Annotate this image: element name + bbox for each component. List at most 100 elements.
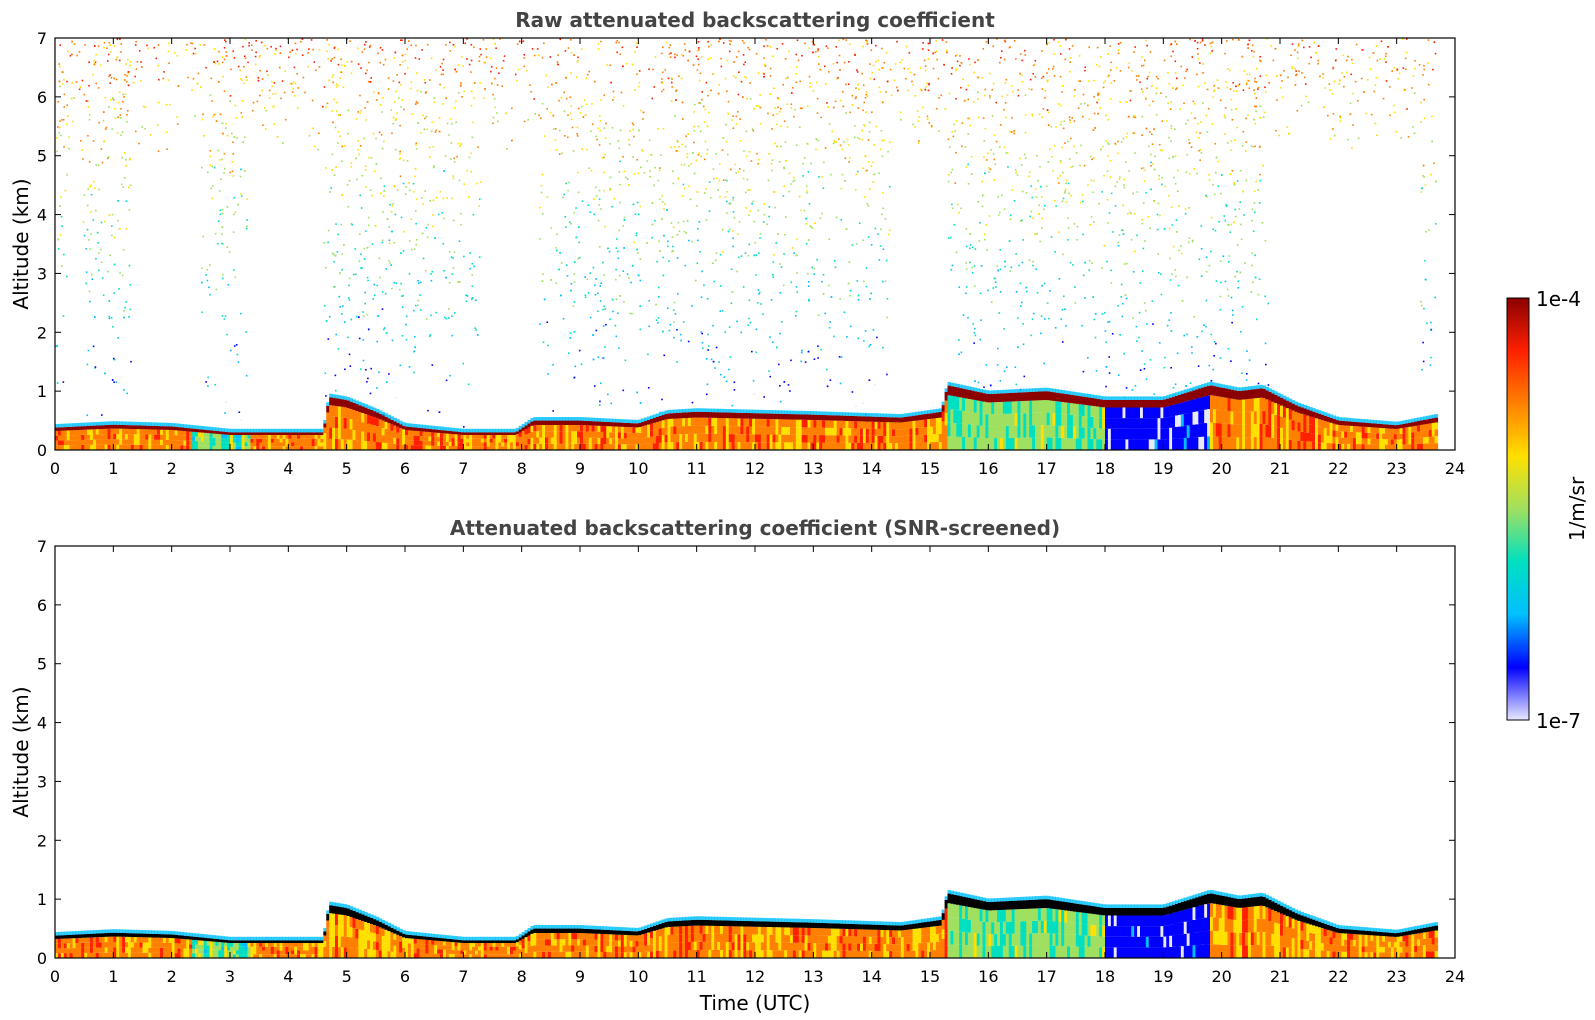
raw-noise-dot bbox=[925, 86, 927, 88]
raw-bl-cell bbox=[466, 442, 470, 447]
raw-noise-dot bbox=[609, 189, 611, 191]
raw-noise-dot bbox=[676, 233, 679, 236]
raw-noise-dot bbox=[1236, 126, 1238, 129]
raw-noise-dot bbox=[869, 63, 871, 65]
raw-noise-dot bbox=[1107, 53, 1109, 55]
raw-noise-dot bbox=[801, 349, 803, 352]
raw-bl-cell bbox=[110, 444, 114, 450]
raw-noise-dot bbox=[1140, 88, 1143, 90]
raw-noise-dot bbox=[1191, 240, 1194, 243]
raw-noise-dot bbox=[951, 168, 954, 171]
raw-bl-cell bbox=[355, 420, 359, 431]
raw-noise-dot bbox=[1351, 147, 1353, 150]
raw-noise-dot bbox=[847, 83, 850, 86]
raw-noise-dot bbox=[589, 272, 591, 275]
raw-bl-top-edge bbox=[125, 425, 129, 429]
raw-noise-dot bbox=[799, 80, 802, 83]
raw-noise-dot bbox=[570, 72, 572, 74]
raw-bl-halo bbox=[466, 428, 470, 433]
raw-noise-dot bbox=[894, 63, 897, 65]
raw-noise-dot bbox=[1041, 284, 1043, 287]
raw-noise-dot bbox=[1187, 119, 1189, 122]
raw-noise-dot bbox=[388, 239, 391, 242]
raw-noise-dot bbox=[1214, 229, 1217, 232]
raw-noise-dot bbox=[800, 360, 802, 363]
raw-noise-dot bbox=[367, 80, 370, 83]
raw-noise-dot bbox=[743, 150, 745, 152]
raw-noise-dot bbox=[566, 275, 569, 277]
raw-noise-dot bbox=[1196, 41, 1199, 44]
raw-noise-dot bbox=[772, 114, 774, 116]
raw-noise-dot bbox=[688, 239, 690, 242]
raw-noise-dot bbox=[192, 52, 195, 55]
raw-noise-dot bbox=[993, 158, 996, 161]
raw-noise-dot bbox=[1139, 81, 1141, 83]
raw-noise-dot bbox=[1010, 84, 1013, 87]
raw-noise-dot bbox=[240, 193, 242, 195]
raw-noise-dot bbox=[66, 104, 69, 106]
raw-noise-dot bbox=[673, 56, 676, 59]
raw-noise-dot bbox=[371, 243, 374, 245]
raw-noise-dot bbox=[271, 80, 273, 83]
raw-noise-dot bbox=[721, 250, 724, 253]
raw-bl-top-edge bbox=[375, 412, 380, 419]
raw-noise-dot bbox=[1130, 70, 1133, 72]
raw-noise-dot bbox=[1308, 62, 1311, 65]
raw-bl-cell bbox=[457, 446, 462, 450]
raw-noise-dot bbox=[772, 341, 774, 344]
raw-noise-dot bbox=[312, 48, 314, 51]
raw-noise-dot bbox=[1343, 75, 1346, 78]
raw-noise-dot bbox=[1422, 341, 1424, 344]
raw-bl-halo bbox=[247, 428, 252, 433]
raw-noise-dot bbox=[1404, 88, 1406, 91]
raw-noise-dot bbox=[1060, 159, 1062, 162]
raw-noise-dot bbox=[697, 47, 700, 49]
raw-noise-dot bbox=[770, 299, 773, 301]
raw-bl-cell bbox=[367, 432, 371, 442]
raw-noise-dot bbox=[615, 41, 618, 44]
raw-noise-dot bbox=[776, 113, 779, 115]
raw-noise-dot bbox=[450, 142, 453, 144]
raw-noise-dot bbox=[1009, 270, 1012, 272]
raw-noise-dot bbox=[984, 172, 986, 175]
raw-noise-dot bbox=[511, 139, 513, 142]
raw-bl-cell bbox=[265, 438, 269, 443]
raw-noise-dot bbox=[681, 118, 684, 120]
raw-noise-dot bbox=[398, 158, 401, 160]
raw-noise-dot bbox=[1198, 258, 1201, 261]
raw-noise-dot bbox=[756, 302, 759, 304]
raw-noise-dot bbox=[1333, 80, 1336, 83]
raw-noise-dot bbox=[748, 48, 751, 51]
raw-noise-dot bbox=[809, 82, 811, 85]
raw-noise-dot bbox=[1231, 309, 1234, 312]
raw-noise-dot bbox=[821, 212, 823, 215]
raw-noise-dot bbox=[259, 94, 261, 97]
raw-noise-dot bbox=[955, 97, 957, 100]
raw-bl-cell bbox=[466, 438, 470, 443]
raw-bl-cell bbox=[262, 434, 266, 439]
raw-bl-cell bbox=[460, 438, 464, 443]
raw-bl-cell bbox=[101, 444, 106, 450]
raw-bl-cell bbox=[69, 435, 74, 441]
raw-backscatter-panel: Raw attenuated backscattering coefficien… bbox=[9, 8, 1465, 478]
raw-noise-dot bbox=[909, 71, 912, 74]
raw-noise-dot bbox=[1062, 127, 1065, 130]
raw-bl-cell bbox=[241, 438, 246, 443]
raw-bl-cell bbox=[122, 439, 126, 445]
raw-noise-dot bbox=[350, 162, 353, 164]
raw-bl-cell bbox=[413, 435, 418, 441]
raw-noise-dot bbox=[581, 105, 583, 108]
raw-noise-dot bbox=[437, 213, 440, 216]
raw-noise-dot bbox=[1143, 59, 1146, 62]
raw-noise-dot bbox=[638, 274, 641, 277]
raw-bl-cell bbox=[352, 439, 357, 450]
raw-noise-dot bbox=[1092, 296, 1095, 298]
raw-noise-dot bbox=[866, 43, 869, 45]
raw-noise-dot bbox=[1171, 273, 1173, 276]
raw-noise-dot bbox=[628, 138, 630, 141]
raw-noise-dot bbox=[878, 68, 880, 71]
raw-noise-dot bbox=[736, 56, 738, 58]
raw-noise-dot bbox=[707, 345, 710, 347]
raw-noise-dot bbox=[1224, 280, 1227, 283]
raw-noise-dot bbox=[989, 168, 992, 171]
